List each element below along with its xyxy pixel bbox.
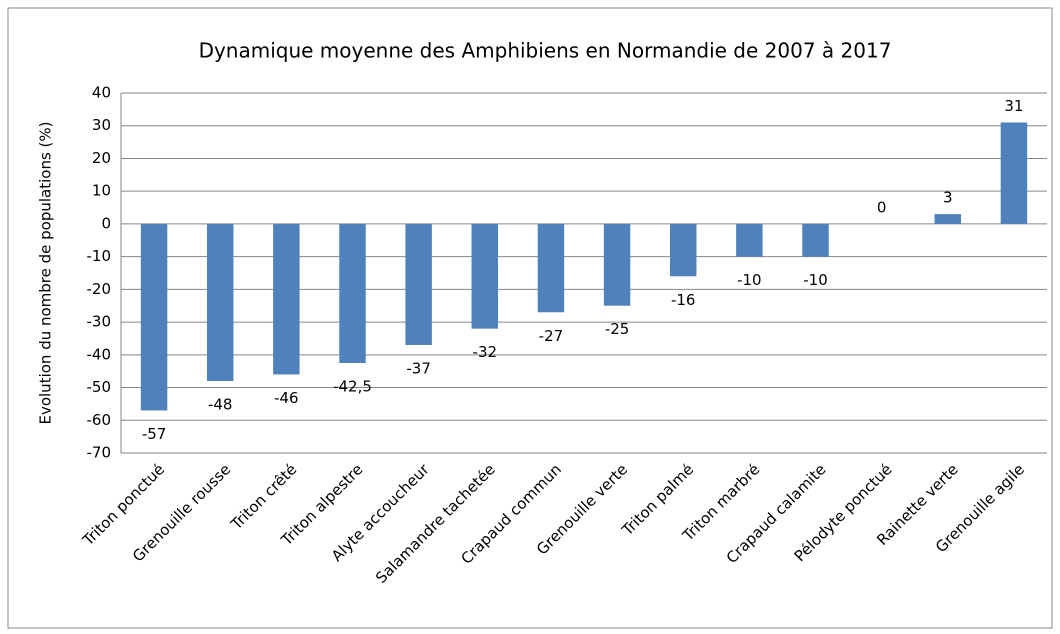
data-label: -46	[274, 389, 299, 407]
y-tick-label: -40	[87, 345, 112, 363]
data-label: 3	[943, 189, 953, 207]
data-label: -10	[737, 271, 762, 289]
y-tick-label: -20	[87, 280, 112, 298]
bar	[405, 223, 432, 345]
y-tick-label: 30	[92, 116, 111, 134]
y-tick-label: -70	[87, 444, 112, 462]
bar	[273, 223, 300, 375]
bar	[934, 214, 962, 224]
y-tick-label: 10	[92, 182, 111, 200]
y-tick-label: -30	[87, 313, 112, 331]
data-label: -27	[539, 327, 564, 345]
bar	[537, 223, 565, 313]
bar	[206, 223, 234, 381]
bar	[736, 223, 763, 257]
data-label: -25	[605, 320, 630, 338]
data-label: -37	[406, 360, 431, 378]
data-label: -10	[803, 271, 828, 289]
y-tick-label: -10	[87, 247, 112, 265]
y-tick-label: -50	[87, 378, 112, 396]
bar	[471, 223, 499, 329]
y-tick-label: 0	[101, 214, 111, 232]
bar	[140, 223, 168, 411]
bar	[1000, 122, 1028, 224]
bar	[669, 223, 697, 277]
data-label: -16	[671, 291, 696, 309]
y-tick-label: 20	[92, 149, 111, 167]
bar	[339, 223, 366, 363]
y-axis-label: Evolution du nombre de populations (%)	[37, 121, 55, 424]
bar	[603, 223, 631, 306]
data-label: -32	[473, 343, 498, 361]
data-label: -42,5	[333, 378, 372, 396]
y-tick-label: 40	[92, 84, 111, 102]
chart-frame	[7, 7, 1053, 629]
data-label: -57	[142, 425, 167, 443]
data-label: -48	[208, 396, 233, 414]
chart-title: Dynamique moyenne des Amphibiens en Norm…	[199, 39, 892, 63]
data-label: 0	[877, 198, 887, 216]
y-tick-label: -60	[87, 411, 112, 429]
bar	[802, 223, 829, 257]
data-label: 31	[1004, 97, 1023, 115]
